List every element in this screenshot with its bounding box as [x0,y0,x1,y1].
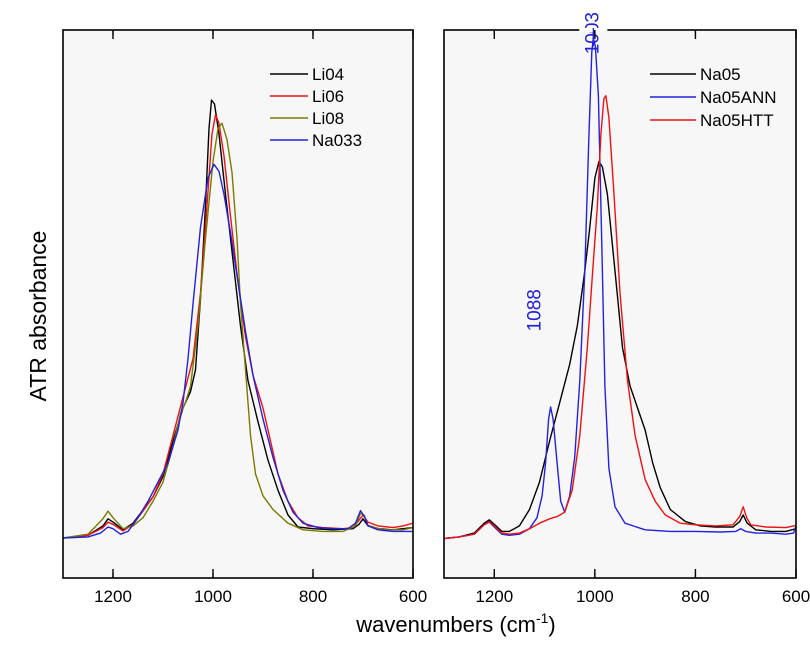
x-axis-label-superscript: -1 [536,610,549,626]
legend-label-li06: Li06 [312,87,344,106]
x-tick-label-800: 800 [681,587,709,606]
x-tick-label-600: 600 [399,587,427,606]
plot-area-2 [444,30,796,578]
legend-1: Li04 Li06 Li08 Na033 [270,65,362,150]
annotation-label-1088: 1088 [525,289,546,331]
panel-1: 1200 1000 800 600 Li04 Li06 Li08 Na033 [62,29,427,606]
x-axis-label-close: ) [548,612,555,637]
x-tick-label-800: 800 [299,587,327,606]
legend-label-na05: Na05 [700,65,741,84]
legend-label-na033: Na033 [312,131,362,150]
x-tick-label-1000: 1000 [576,587,614,606]
legend-2: Na05 Na05ANN Na05HTT [650,65,777,130]
y-axis-label: ATR absorbance [25,231,51,402]
series-group-1 [63,99,413,539]
x-tick-label-1000: 1000 [194,587,232,606]
legend-label-li08: Li08 [312,109,344,128]
series-group-2 [444,37,796,540]
legend-label-na05htt: Na05HTT [700,111,774,130]
series-line-na05 [444,160,796,540]
series-line-li08 [63,122,413,539]
series-line-na05htt [444,95,796,540]
plot-frame-1 [62,29,414,579]
panel-2: 1088100312001000800600Na05Na05ANNNa05HTT [443,12,810,606]
legend-label-li04: Li04 [312,65,344,84]
series-line-na05ann [444,37,796,540]
x-ticks-1 [112,30,414,578]
series-line-na033 [63,163,413,539]
panels: 12001000800600Li04Li06Li08Na033108810031… [62,12,810,606]
x-tick-label-1200: 1200 [94,587,132,606]
x-axis-label-main: wavenumbers (cm [355,612,536,637]
plot-frame-2 [443,29,797,579]
x-tick-label-1200: 1200 [475,587,513,606]
legend-label-na05ann: Na05ANN [700,88,777,107]
x-tick-label-600: 600 [782,587,810,606]
x-ticks-2 [493,30,797,578]
x-axis-label: wavenumbers (cm-1) [355,610,556,637]
